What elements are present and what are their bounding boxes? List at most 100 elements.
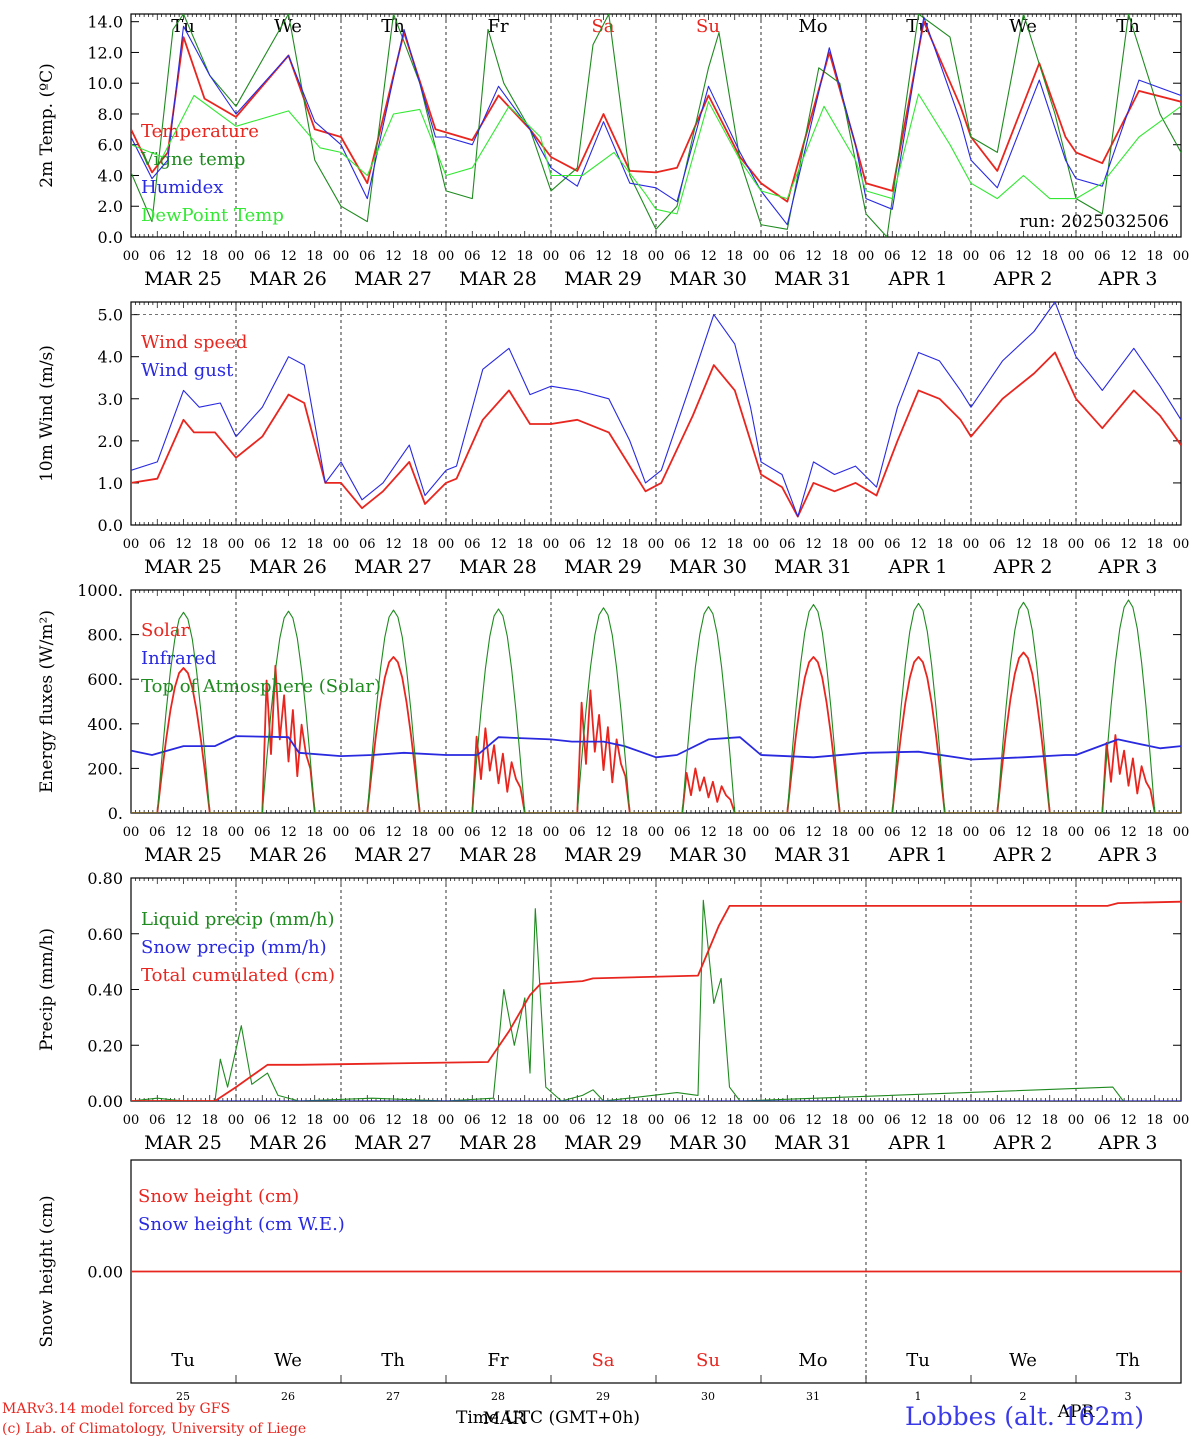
hour-tick-label: 18 bbox=[936, 537, 953, 552]
hour-tick-label: 12 bbox=[595, 249, 612, 264]
legend-entry: Wind speed bbox=[141, 332, 247, 353]
series-line-wind-speed bbox=[131, 351, 1181, 518]
hour-tick-label: 12 bbox=[1120, 249, 1137, 264]
hour-tick-label: 06 bbox=[149, 537, 166, 552]
hour-tick-label: 00 bbox=[438, 537, 455, 552]
hour-tick-label: 18 bbox=[831, 825, 848, 840]
hour-tick-label: 12 bbox=[280, 825, 297, 840]
weekday-label: Tu bbox=[171, 1350, 195, 1371]
hour-tick-label: 06 bbox=[569, 1113, 586, 1128]
hour-tick-label: 18 bbox=[1041, 249, 1058, 264]
y-tick-label: 600. bbox=[87, 670, 123, 689]
weekday-label: Th bbox=[1116, 1350, 1140, 1371]
legend-entry: DewPoint Temp bbox=[141, 205, 284, 226]
hour-tick-label: 00 bbox=[228, 825, 245, 840]
weekday-label: We bbox=[274, 16, 302, 37]
hour-tick-label: 18 bbox=[936, 1113, 953, 1128]
y-tick-label: 1.0 bbox=[98, 474, 123, 493]
date-label: MAR 25 bbox=[144, 844, 222, 866]
hour-tick-label: 12 bbox=[175, 249, 192, 264]
hour-tick-label: 18 bbox=[621, 1113, 638, 1128]
hour-tick-label: 12 bbox=[280, 537, 297, 552]
hour-tick-label: 00 bbox=[543, 825, 560, 840]
hour-tick-label: 00 bbox=[1068, 1113, 1085, 1128]
hour-tick-label: 00 bbox=[333, 825, 350, 840]
date-label: MAR 31 bbox=[774, 268, 852, 290]
hour-tick-label: 06 bbox=[359, 249, 376, 264]
hour-tick-label: 06 bbox=[989, 1113, 1006, 1128]
date-label: APR 2 bbox=[993, 268, 1053, 290]
date-label: MAR 29 bbox=[564, 268, 642, 290]
weekday-label: Th bbox=[381, 16, 405, 37]
y-axis-label: Snow height (cm) bbox=[37, 1195, 57, 1347]
y-tick-label: 2.0 bbox=[98, 432, 123, 451]
date-label: APR 1 bbox=[888, 844, 948, 866]
hour-tick-label: 12 bbox=[385, 825, 402, 840]
date-label: MAR 28 bbox=[459, 556, 537, 578]
y-tick-label: 0.0 bbox=[98, 516, 123, 535]
hour-tick-label: 12 bbox=[700, 537, 717, 552]
hour-tick-label: 00 bbox=[648, 1113, 665, 1128]
hour-tick-label: 18 bbox=[201, 825, 218, 840]
hour-tick-label: 06 bbox=[674, 1113, 691, 1128]
day-number-label: 27 bbox=[386, 1390, 400, 1403]
hour-tick-label: 00 bbox=[333, 1113, 350, 1128]
hour-tick-label: 18 bbox=[936, 825, 953, 840]
hour-tick-label: 12 bbox=[175, 537, 192, 552]
hour-tick-label: 06 bbox=[254, 1113, 271, 1128]
day-number-label: 25 bbox=[176, 1390, 190, 1403]
hour-tick-label: 18 bbox=[726, 825, 743, 840]
y-tick-label: 8.0 bbox=[98, 105, 123, 124]
y-tick-label: 5.0 bbox=[98, 306, 123, 325]
day-number-label: 28 bbox=[491, 1390, 505, 1403]
hour-tick-label: 18 bbox=[411, 825, 428, 840]
day-number-label: 2 bbox=[1020, 1390, 1027, 1403]
hour-tick-label: 12 bbox=[1120, 825, 1137, 840]
date-label: MAR 27 bbox=[354, 844, 432, 866]
weekday-label: We bbox=[274, 1350, 302, 1371]
date-label: APR 3 bbox=[1098, 1132, 1158, 1154]
date-label: MAR 25 bbox=[144, 556, 222, 578]
date-label: APR 1 bbox=[888, 556, 948, 578]
date-label: APR 3 bbox=[1098, 556, 1158, 578]
weekday-label: Th bbox=[381, 1350, 405, 1371]
hour-tick-label: 06 bbox=[149, 249, 166, 264]
hour-tick-label: 06 bbox=[149, 825, 166, 840]
y-tick-label: 400. bbox=[87, 715, 123, 734]
hour-tick-label: 12 bbox=[280, 1113, 297, 1128]
hour-tick-label: 12 bbox=[490, 825, 507, 840]
hour-tick-label: 18 bbox=[306, 249, 323, 264]
legend-entry: Wind gust bbox=[141, 360, 234, 381]
hour-tick-label: 12 bbox=[595, 537, 612, 552]
hour-tick-label: 18 bbox=[306, 825, 323, 840]
hour-tick-label: 12 bbox=[700, 249, 717, 264]
hour-tick-label: 00 bbox=[1173, 537, 1190, 552]
hour-tick-label: 06 bbox=[674, 825, 691, 840]
y-tick-label: 0.80 bbox=[87, 869, 123, 888]
hour-tick-label: 06 bbox=[569, 537, 586, 552]
date-label: MAR 31 bbox=[774, 844, 852, 866]
hour-tick-label: 06 bbox=[569, 249, 586, 264]
hour-tick-label: 06 bbox=[989, 825, 1006, 840]
hour-tick-label: 12 bbox=[1015, 825, 1032, 840]
series-line-humidex bbox=[131, 16, 1181, 226]
hour-tick-label: 18 bbox=[831, 249, 848, 264]
date-label: APR 1 bbox=[888, 268, 948, 290]
y-tick-label: 0.00 bbox=[87, 1263, 123, 1282]
hour-tick-label: 00 bbox=[228, 537, 245, 552]
hour-tick-label: 00 bbox=[753, 1113, 770, 1128]
hour-tick-label: 18 bbox=[621, 249, 638, 264]
y-tick-label: 1000. bbox=[77, 581, 123, 600]
hour-tick-label: 18 bbox=[201, 249, 218, 264]
panel-1-frame bbox=[130, 13, 1182, 238]
date-label: MAR 31 bbox=[774, 1132, 852, 1154]
date-label: MAR 28 bbox=[459, 844, 537, 866]
date-label: APR 2 bbox=[993, 556, 1053, 578]
series-line-total-cumulated-cm- bbox=[131, 900, 1181, 1101]
hour-tick-label: 06 bbox=[989, 537, 1006, 552]
hour-tick-label: 06 bbox=[884, 249, 901, 264]
hour-tick-label: 06 bbox=[149, 1113, 166, 1128]
legend-entry: Humidex bbox=[141, 177, 223, 198]
date-label: MAR 27 bbox=[354, 1132, 432, 1154]
month-label: MAR bbox=[483, 1409, 527, 1429]
